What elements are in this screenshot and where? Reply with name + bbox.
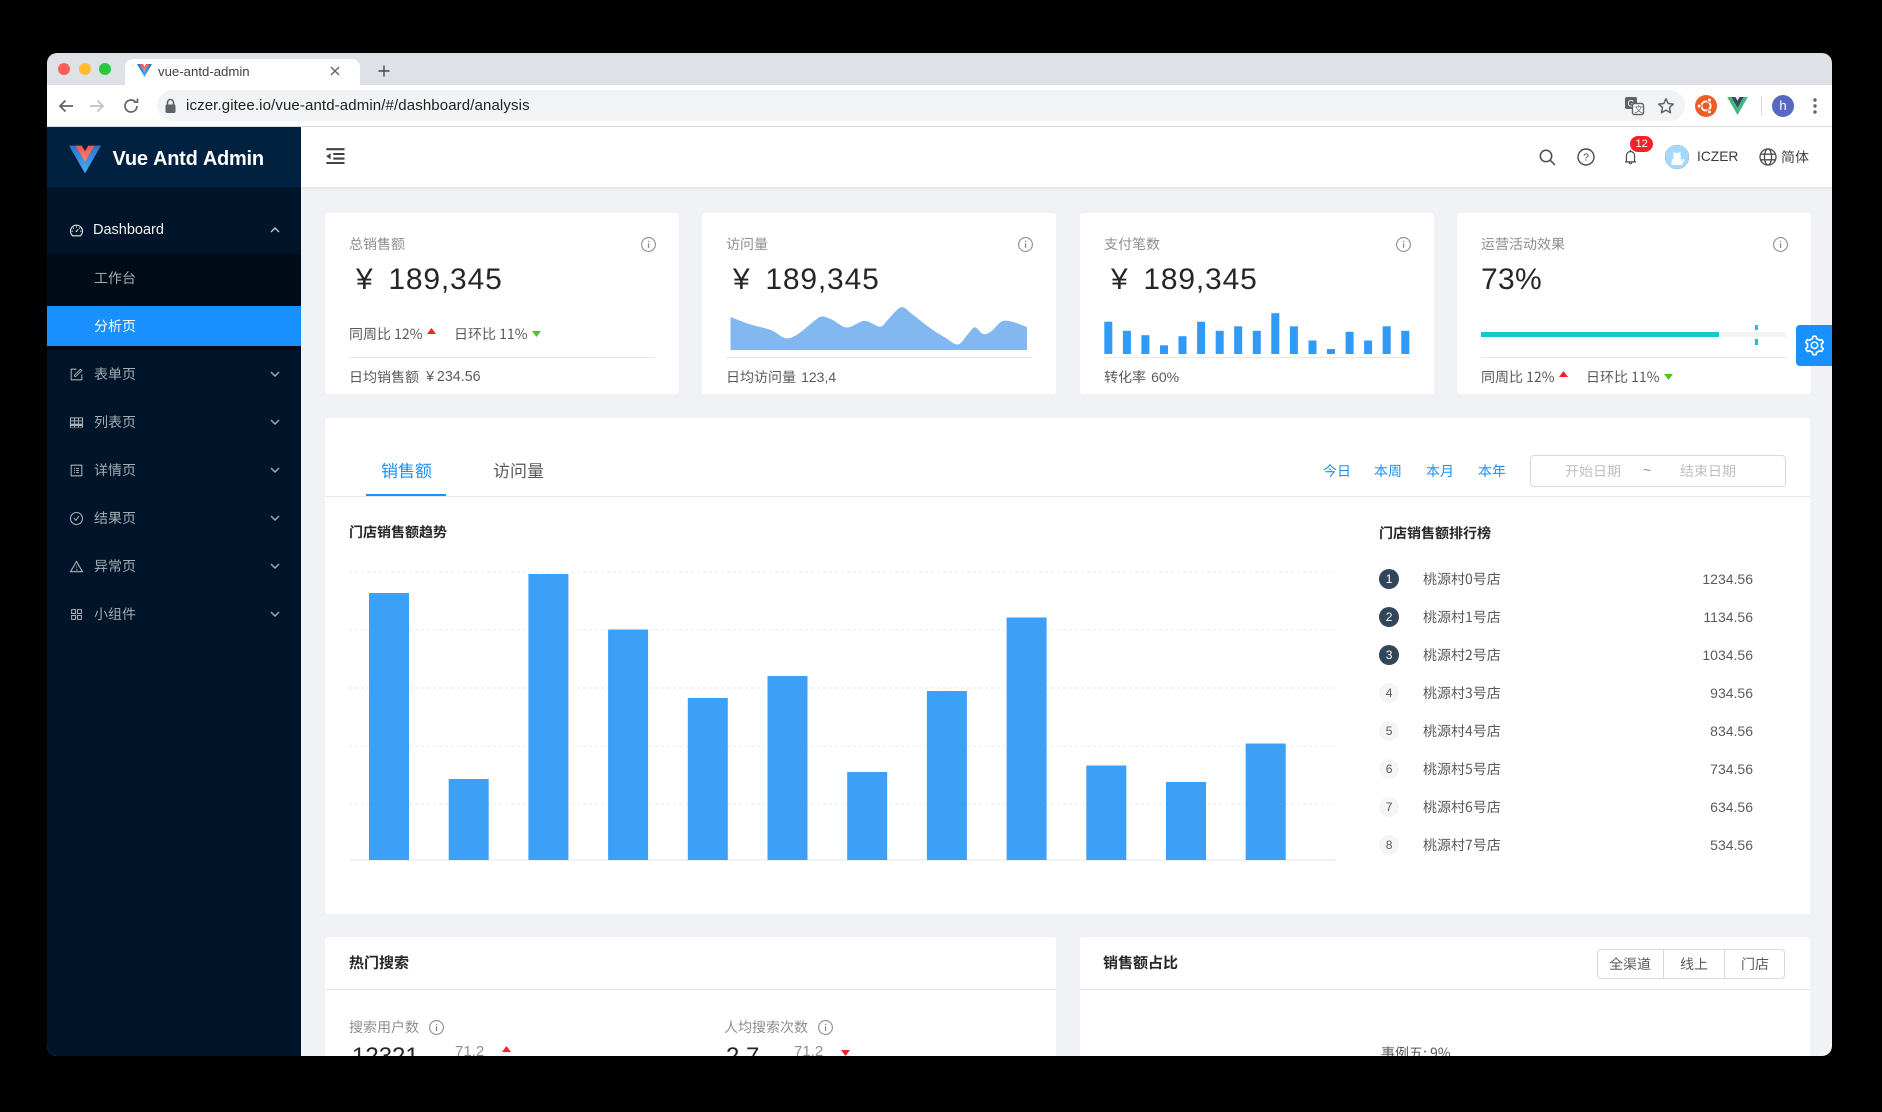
svg-text:G: G (1627, 99, 1634, 109)
svg-text:?: ? (1583, 152, 1589, 164)
